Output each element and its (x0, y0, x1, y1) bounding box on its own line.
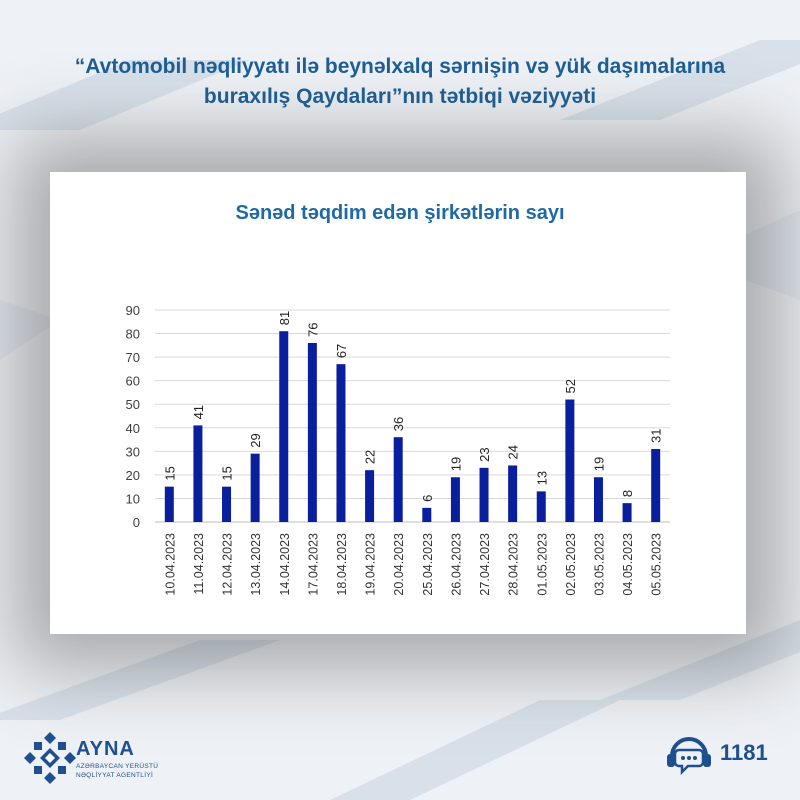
brand-subtitle: AZƏRBAYCAN YERÜSTÜ NƏQLİYYAT AGENTLİYİ (76, 762, 166, 780)
headline-line-2: buraxılış Qaydaları”nın tətbiqi vəziyyət… (203, 85, 597, 108)
x-tick-label: 11.04.2023 (192, 533, 206, 595)
bar (422, 507, 432, 522)
y-tick-label: 10 (126, 491, 140, 506)
data-label: 15 (162, 466, 177, 480)
data-label: 81 (277, 311, 292, 325)
y-tick-label: 30 (126, 444, 140, 459)
bar (651, 448, 661, 522)
y-tick-label: 90 (126, 303, 140, 318)
ayna-logo-icon (24, 732, 76, 784)
x-tick-label: 14.04.2023 (278, 533, 292, 596)
x-tick-label: 01.05.2023 (535, 533, 549, 596)
data-label: 23 (477, 447, 492, 461)
data-label: 13 (534, 471, 549, 485)
x-tick-label: 26.04.2023 (449, 533, 463, 596)
data-label: 36 (391, 417, 406, 431)
hotline-number: 1181 (720, 740, 768, 765)
brand-subtitle-line-1: AZƏRBAYCAN YERÜSTÜ (76, 763, 159, 770)
page-headline: “Avtomobil nəqliyyatı ilə beynəlxalq sər… (0, 52, 800, 112)
chart-card (50, 172, 746, 634)
bar (393, 437, 403, 522)
bar (336, 364, 346, 522)
y-tick-label: 20 (126, 468, 140, 483)
bar (565, 399, 575, 522)
x-tick-label: 10.04.2023 (163, 533, 177, 596)
data-label: 52 (563, 379, 578, 393)
bar (164, 486, 174, 522)
chart-title: Sənəd təqdim edən şirkətlərin sayı (235, 202, 565, 224)
data-label: 31 (649, 429, 664, 443)
data-label: 6 (420, 495, 435, 502)
x-tick-label: 02.05.2023 (564, 533, 578, 596)
data-label: 15 (220, 466, 235, 480)
x-tick-label: 04.05.2023 (621, 533, 635, 596)
x-tick-label: 17.04.2023 (306, 533, 320, 596)
y-tick-label: 50 (126, 397, 140, 412)
brand-subtitle-line-2: NƏQLİYYAT AGENTLİYİ (76, 772, 154, 779)
y-tick-label: 0 (133, 515, 140, 530)
data-label: 8 (620, 490, 635, 497)
x-tick-label: 03.05.2023 (592, 533, 606, 596)
data-label: 29 (248, 433, 263, 447)
data-label: 22 (363, 450, 378, 464)
data-label: 67 (334, 344, 349, 358)
y-tick-label: 80 (126, 327, 140, 342)
x-tick-label: 05.05.2023 (650, 533, 664, 596)
bar (250, 453, 260, 522)
bar (622, 503, 632, 522)
x-tick-label: 19.04.2023 (364, 533, 378, 596)
bar (193, 425, 203, 522)
bar (450, 477, 460, 522)
x-tick-label: 13.04.2023 (249, 533, 263, 596)
y-tick-label: 60 (126, 374, 140, 389)
bar (222, 486, 232, 522)
bar (365, 470, 375, 522)
bar (593, 477, 603, 522)
data-label: 19 (591, 457, 606, 471)
x-tick-label: 27.04.2023 (478, 533, 492, 596)
bar (508, 465, 518, 522)
x-tick-label: 20.04.2023 (392, 533, 406, 596)
bar (536, 491, 546, 522)
data-label: 19 (448, 457, 463, 471)
brand-name: AYNA (76, 738, 135, 760)
x-tick-label: 18.04.2023 (335, 533, 349, 596)
bar (307, 342, 317, 522)
x-tick-label: 12.04.2023 (221, 533, 235, 596)
data-label: 41 (191, 405, 206, 419)
bar (479, 467, 489, 522)
headline-line-1: “Avtomobil nəqliyyatı ilə beynəlxalq sər… (74, 55, 726, 78)
y-tick-label: 70 (126, 350, 140, 365)
bar (279, 331, 289, 522)
x-tick-label: 25.04.2023 (421, 533, 435, 596)
x-tick-label: 28.04.2023 (507, 533, 521, 596)
headset-chat-icon (667, 737, 711, 776)
data-label: 76 (305, 323, 320, 337)
y-tick-label: 40 (126, 421, 140, 436)
data-label: 24 (506, 445, 521, 459)
